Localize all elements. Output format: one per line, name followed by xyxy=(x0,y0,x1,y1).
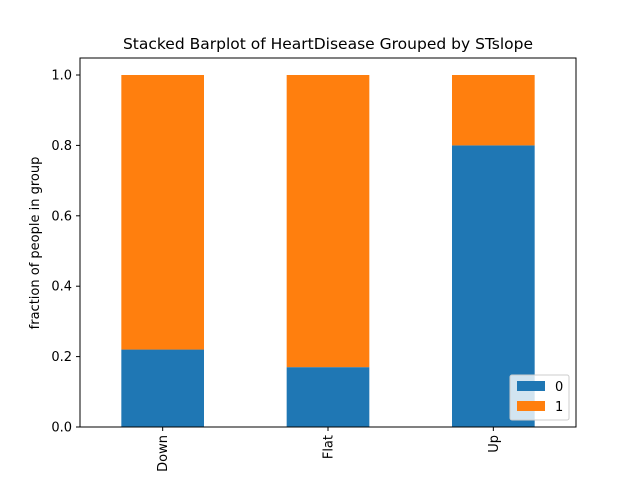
bars-group xyxy=(121,75,535,427)
y-tick-label-3: 0.6 xyxy=(51,209,72,224)
y-tick-label-4: 0.8 xyxy=(51,139,72,154)
y-tick-label-2: 0.4 xyxy=(51,280,72,295)
y-tick-label-0: 0.0 xyxy=(51,421,72,436)
bar-up-series-1 xyxy=(452,75,535,146)
x-tick-label-down: Down xyxy=(156,435,171,472)
x-tick-label-flat: Flat xyxy=(322,435,337,459)
legend-label-1: 1 xyxy=(555,400,563,415)
y-tick-label-5: 1.0 xyxy=(51,69,72,84)
x-axis: Down Flat Up xyxy=(156,427,502,472)
x-tick-label-up: Up xyxy=(487,435,502,453)
legend-label-0: 0 xyxy=(555,380,563,395)
bar-down-series-1 xyxy=(121,75,204,350)
plot-frame xyxy=(79,57,577,428)
bar-down-series-0 xyxy=(121,349,204,427)
bar-flat-series-1 xyxy=(286,75,370,368)
y-axis-label: fraction of people in group xyxy=(28,157,43,330)
y-tick-label-1: 0.2 xyxy=(51,350,72,365)
chart-title: Stacked Barplot of HeartDisease Grouped … xyxy=(123,35,533,53)
bar-flat-series-0 xyxy=(286,367,370,427)
legend-swatch-0 xyxy=(517,381,545,391)
y-axis: 0.0 0.2 0.4 0.6 0.8 1.0 xyxy=(51,69,80,436)
legend-swatch-1 xyxy=(517,401,545,411)
legend: 01 xyxy=(509,374,570,421)
